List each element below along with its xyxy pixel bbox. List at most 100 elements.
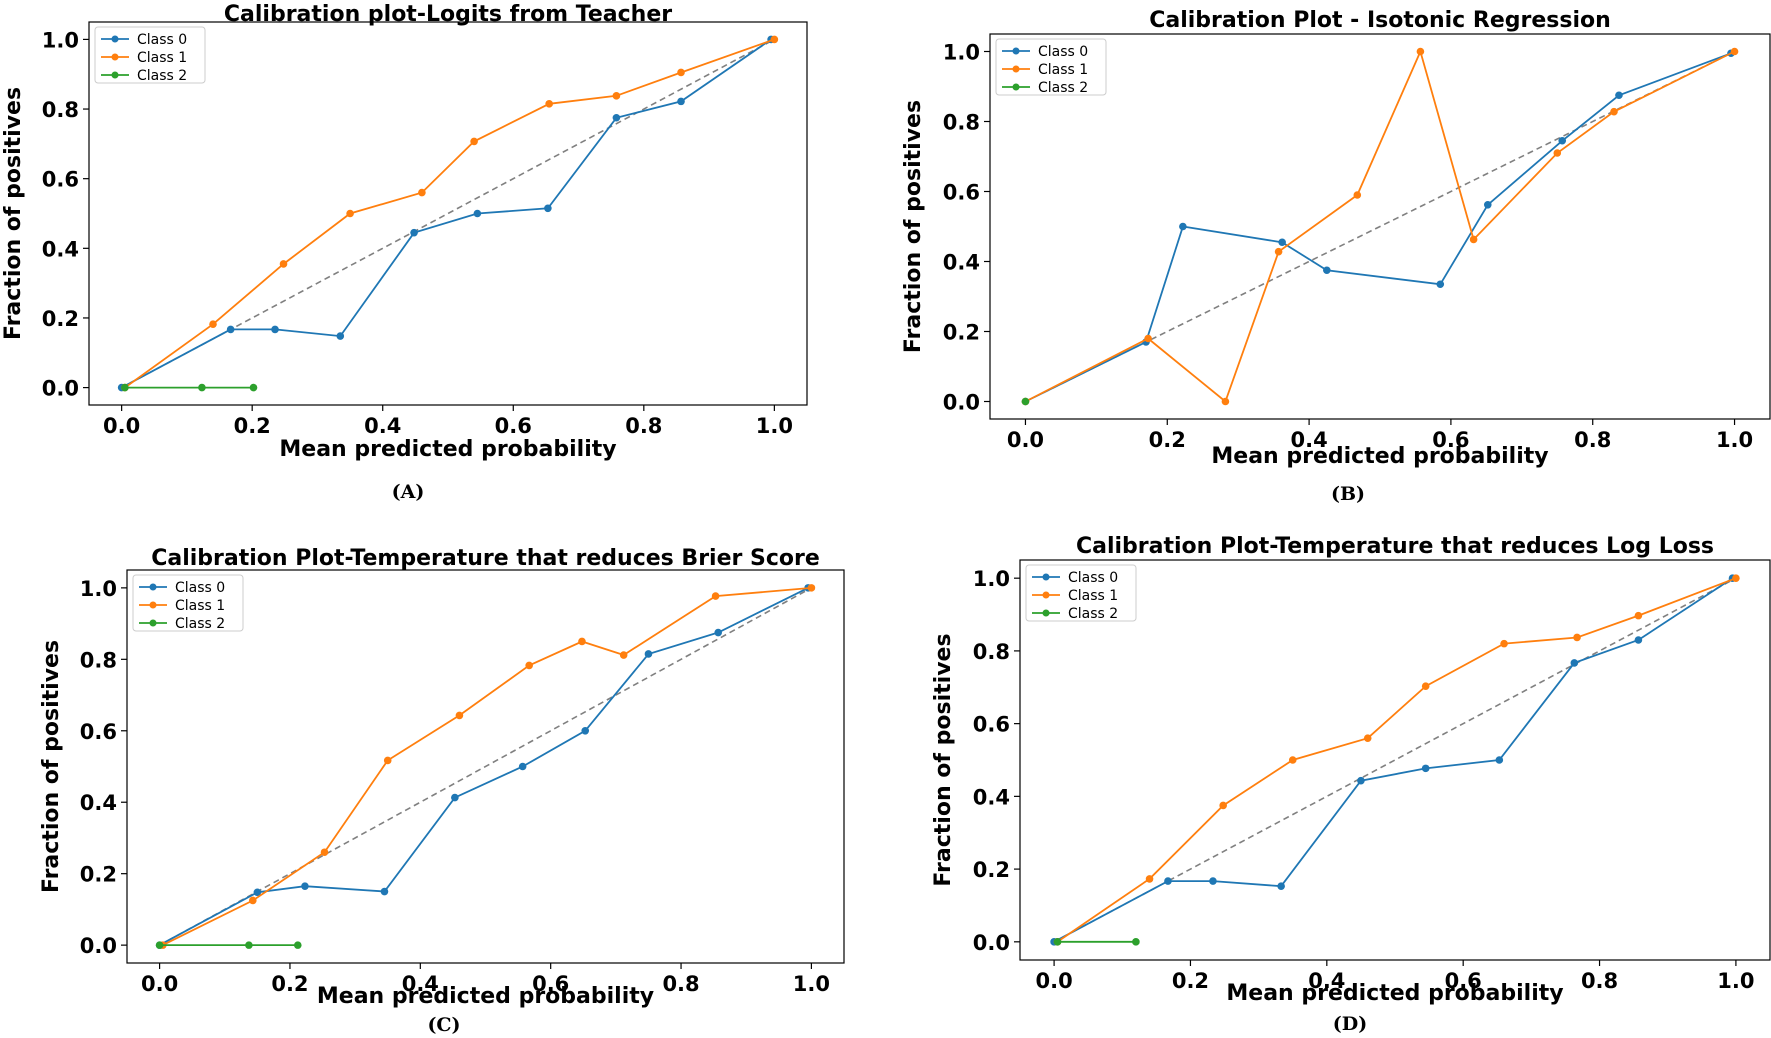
- x-axis-label-a: Mean predicted probability: [279, 437, 616, 462]
- data-point-class-1: [383, 756, 392, 765]
- y-tick-label: 0.4: [943, 251, 980, 275]
- x-tick-label: 1.0: [1717, 969, 1754, 993]
- panel-caption-d: (D): [1333, 1013, 1367, 1035]
- y-axis-label-b: Fraction of positives: [901, 100, 926, 353]
- x-tick-label: 0.6: [495, 414, 532, 438]
- x-axis-label-d: Mean predicted probability: [1226, 981, 1563, 1006]
- data-point-class-2: [249, 383, 258, 392]
- legend-label-class-0: Class 0: [1068, 570, 1118, 586]
- legend-label-class-1: Class 1: [1068, 588, 1118, 604]
- reference-line-c: [159, 587, 812, 946]
- data-point-class-0: [677, 97, 685, 106]
- series-line-class-0: [159, 587, 809, 946]
- legend-label-class-0: Class 0: [175, 580, 225, 596]
- chart-title-d: Calibration Plot-Temperature that reduce…: [1076, 534, 1714, 559]
- data-point-class-0: [301, 882, 309, 890]
- y-tick-label: 0.8: [943, 111, 980, 135]
- data-point-class-1: [619, 651, 628, 659]
- series-line-class-1: [162, 587, 812, 946]
- y-tick-label: 0.6: [973, 713, 1010, 737]
- data-point-class-1: [1288, 756, 1297, 764]
- data-point-class-1: [677, 68, 685, 77]
- data-point-class-1: [1274, 247, 1283, 256]
- data-point-class-0: [1615, 91, 1623, 100]
- data-point-class-1: [346, 209, 354, 218]
- data-point-class-0: [544, 204, 552, 213]
- x-tick-label: 0.0: [1007, 428, 1044, 452]
- x-tick-label: 0.2: [1149, 428, 1186, 452]
- legend-label-class-2: Class 2: [1038, 80, 1088, 96]
- y-axis-label-d: Fraction of positives: [931, 633, 956, 886]
- legend-label-class-2: Class 2: [1068, 606, 1118, 622]
- data-point-class-1: [418, 188, 426, 197]
- data-point-class-0: [410, 228, 418, 237]
- y-tick-label: 1.0: [973, 567, 1010, 591]
- data-point-class-0: [644, 650, 653, 658]
- data-point-class-1: [578, 637, 586, 646]
- series-line-class-0: [1053, 577, 1733, 943]
- x-tick-label: 0.8: [625, 414, 662, 438]
- data-point-class-1: [1610, 107, 1618, 116]
- y-axis-label-c: Fraction of positives: [39, 640, 64, 893]
- y-tick-label: 0.0: [943, 391, 980, 415]
- y-tick-label: 0.2: [943, 321, 980, 345]
- data-point-class-1: [1634, 611, 1643, 620]
- legend-d: Class 0 Class 1 Class 2: [1025, 564, 1137, 622]
- legend-marker-class-1: [1042, 591, 1050, 599]
- legend-marker-class-2: [1012, 83, 1020, 91]
- panel-caption-c: (C): [427, 1014, 460, 1036]
- y-tick-label: 0.2: [42, 307, 79, 331]
- series-class-1-b: [1021, 47, 1739, 406]
- data-point-class-0: [451, 793, 459, 802]
- data-point-class-0: [612, 113, 621, 122]
- legend-label-class-2: Class 2: [175, 616, 225, 632]
- x-tick-label: 0.0: [141, 972, 178, 996]
- y-tick-label: 0.0: [42, 377, 79, 401]
- data-point-class-0: [1164, 877, 1172, 885]
- data-point-class-0: [1436, 280, 1445, 289]
- legend-marker-class-0: [1012, 47, 1020, 55]
- legend-marker-class-0: [149, 583, 157, 591]
- legend-box: [132, 574, 244, 632]
- data-point-class-1: [249, 896, 257, 905]
- data-point-class-0: [1634, 636, 1643, 644]
- series-line-class-1: [1025, 48, 1735, 404]
- panel-caption-b: (B): [1331, 483, 1365, 505]
- plot-frame-d: [1019, 559, 1771, 961]
- series-line-class-1: [1056, 577, 1737, 943]
- x-axis-label-b: Mean predicted probability: [1211, 444, 1548, 469]
- data-point-class-0: [1278, 238, 1286, 247]
- data-point-class-1: [320, 848, 329, 857]
- x-tick-label: 0.2: [1172, 969, 1209, 993]
- data-point-class-0: [1357, 776, 1365, 785]
- legend-box: [995, 38, 1107, 96]
- x-tick-label: 0.6: [1432, 428, 1469, 452]
- data-point-class-1: [612, 92, 621, 100]
- x-tick-label: 0.8: [1581, 969, 1618, 993]
- data-point-class-2: [293, 941, 302, 949]
- data-point-class-2: [198, 383, 206, 392]
- data-point-class-1: [1363, 734, 1372, 742]
- data-point-class-2: [1053, 938, 1062, 946]
- data-point-class-1: [525, 661, 533, 670]
- legend-box: [1025, 564, 1137, 622]
- y-tick-label: 1.0: [42, 28, 79, 52]
- data-point-class-1: [1145, 875, 1154, 883]
- data-point-class-0: [1558, 136, 1567, 145]
- legend-a: Class 0 Class 1 Class 2: [94, 26, 206, 84]
- legend-label-class-2: Class 2: [137, 68, 187, 84]
- data-point-class-1: [1730, 47, 1739, 56]
- y-tick-label: 0.2: [80, 863, 117, 887]
- series-class-0-a: [117, 35, 775, 392]
- data-point-class-1: [1573, 633, 1581, 642]
- x-tick-label: 0.8: [662, 972, 699, 996]
- data-point-class-0: [1277, 882, 1285, 890]
- y-tick-label: 0.4: [973, 785, 1010, 809]
- legend-marker-class-1: [1012, 65, 1020, 73]
- y-tick-label: 0.8: [973, 640, 1010, 664]
- x-tick-label: 0.4: [402, 972, 439, 996]
- legend-marker-class-1: [111, 53, 119, 61]
- x-tick-label: 0.4: [1290, 428, 1327, 452]
- data-point-class-1: [1732, 574, 1740, 582]
- data-point-class-2: [1132, 938, 1140, 946]
